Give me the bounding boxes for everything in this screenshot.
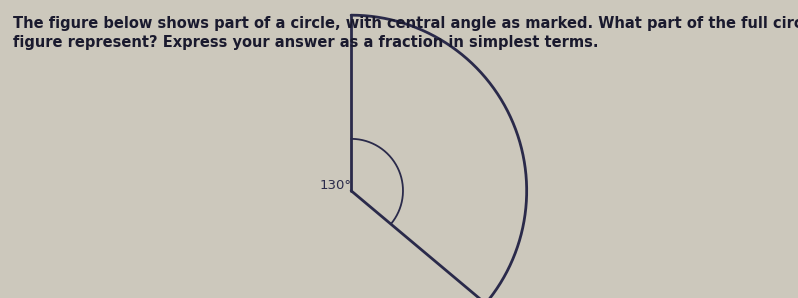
Text: figure represent? Express your answer as a fraction in simplest terms.: figure represent? Express your answer as… [13, 35, 598, 50]
Text: The figure below shows part of a circle, with central angle as marked. What part: The figure below shows part of a circle,… [13, 16, 798, 31]
Text: 130°: 130° [319, 179, 351, 192]
